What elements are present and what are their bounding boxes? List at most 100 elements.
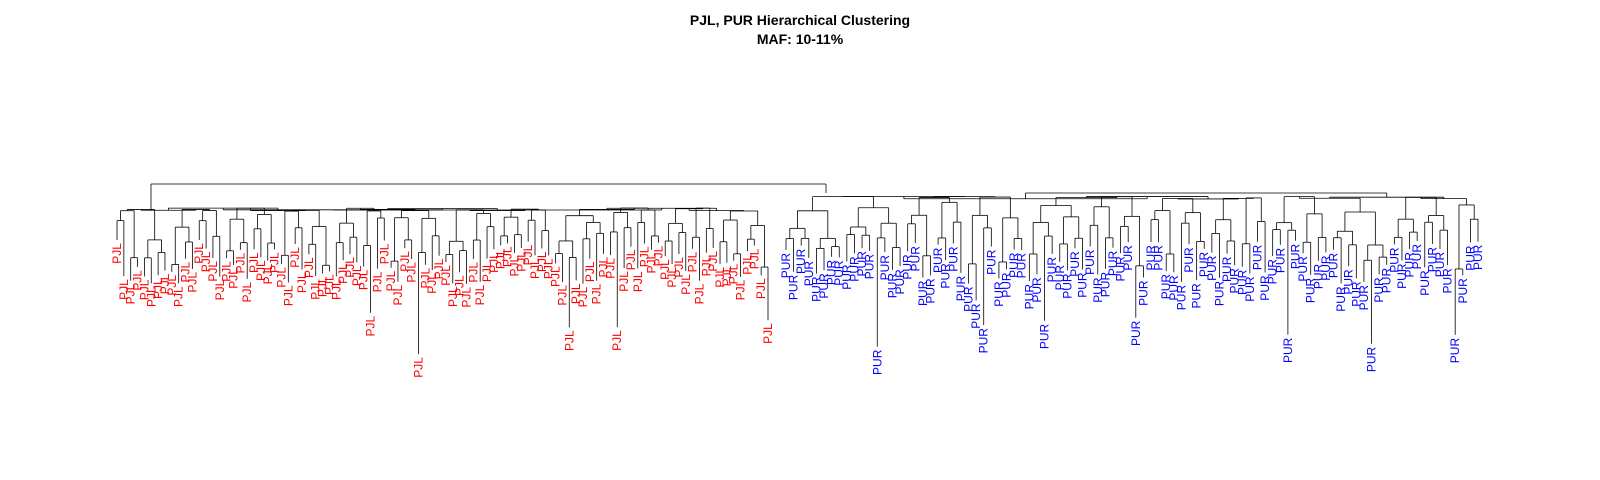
leaf-label-pur: PUR bbox=[863, 254, 877, 280]
leaf-label-pjl: PJL bbox=[610, 330, 624, 351]
leaf-label-pjl: PJL bbox=[569, 283, 583, 304]
leaf-label-pjl: PJL bbox=[521, 244, 535, 265]
leaf-label-pjl: PJL bbox=[638, 246, 652, 267]
leaf-label-pur: PUR bbox=[946, 246, 960, 272]
leaf-label-pjl: PJL bbox=[412, 357, 426, 378]
leaf-label-pur: PUR bbox=[1197, 252, 1211, 278]
leaf-label-pjl: PJL bbox=[144, 286, 158, 307]
leaf-label-pjl: PJL bbox=[535, 251, 549, 272]
leaf-label-pur: PUR bbox=[1448, 338, 1462, 364]
leaf-label-pur: PUR bbox=[847, 256, 861, 282]
leaf-label-pjl: PJL bbox=[734, 279, 748, 300]
leaf-label-pjl: PJL bbox=[295, 272, 309, 293]
leaf-label-pur: PUR bbox=[1129, 320, 1143, 346]
leaf-label-pjl: PJL bbox=[720, 265, 734, 286]
leaf-label-pjl: PJL bbox=[740, 254, 754, 275]
leaf-label-pjl: PJL bbox=[542, 258, 556, 279]
leaf-label-pjl: PJL bbox=[213, 279, 227, 300]
leaf-label-pur: PUR bbox=[1091, 277, 1105, 303]
leaf-label-pur: PUR bbox=[908, 246, 922, 272]
leaf-label-pjl: PJL bbox=[281, 285, 295, 306]
leaf-label-pjl: PJL bbox=[343, 257, 357, 278]
leaf-label-pjl: PJL bbox=[364, 315, 378, 336]
leaf-label-pjl: PJL bbox=[549, 266, 563, 287]
chart-title: PJL, PUR Hierarchical Clustering bbox=[689, 12, 911, 28]
leaf-label-pur: PUR bbox=[1349, 281, 1363, 307]
leaf-label-pur: PUR bbox=[1304, 277, 1318, 303]
leaf-label-pjl: PJL bbox=[617, 271, 631, 292]
chart-subtitle: MAF: 10-11% bbox=[756, 31, 844, 47]
leaf-label-pur: PUR bbox=[1288, 243, 1302, 269]
leaf-label-pur: PUR bbox=[817, 273, 831, 299]
leaf-label-pur: PUR bbox=[1311, 263, 1325, 289]
leaf-label-pur: PUR bbox=[802, 261, 816, 287]
leaf-label-pjl: PJL bbox=[645, 252, 659, 273]
leaf-label-pur: PUR bbox=[1220, 256, 1234, 282]
leaf-label-pur: PUR bbox=[977, 328, 991, 354]
leaf-label-pur: PUR bbox=[1441, 268, 1455, 294]
leaf-label-pur: PUR bbox=[916, 280, 930, 306]
leaf-label-pur: PUR bbox=[1410, 244, 1424, 270]
leaf-label-pjl: PJL bbox=[322, 274, 336, 295]
leaf-label-pur: PUR bbox=[1212, 280, 1226, 306]
leaf-label-pur: PUR bbox=[893, 269, 907, 295]
leaf-label-pur: PUR bbox=[878, 255, 892, 281]
leaf-label-pjl: PJL bbox=[288, 247, 302, 268]
dendrogram-leaf-labels: PJLPJLPJLPJLPJLPJLPJLPJLPJLPJLPJLPJLPJLP… bbox=[110, 243, 1485, 378]
leaf-label-pur: PUR bbox=[1076, 272, 1090, 298]
leaf-label-pjl: PJL bbox=[316, 276, 330, 297]
leaf-label-pjl: PJL bbox=[158, 273, 172, 294]
leaf-label-pur: PUR bbox=[969, 303, 983, 329]
leaf-label-pur: PUR bbox=[1152, 245, 1166, 271]
leaf-label-pur: PUR bbox=[1357, 285, 1371, 311]
leaf-label-pur: PUR bbox=[1190, 283, 1204, 309]
leaf-label-pur: PUR bbox=[1327, 252, 1341, 278]
leaf-label-pur: PUR bbox=[1228, 268, 1242, 294]
leaf-label-pjl: PJL bbox=[679, 274, 693, 295]
leaf-label-pjl: PJL bbox=[151, 278, 165, 299]
leaf-label-pjl: PJL bbox=[494, 248, 508, 269]
leaf-label-pur: PUR bbox=[1387, 247, 1401, 273]
leaf-label-pjl: PJL bbox=[179, 261, 193, 282]
leaf-label-pur: PUR bbox=[1471, 244, 1485, 270]
leaf-label-pjl: PJL bbox=[261, 263, 275, 284]
leaf-label-pjl: PJL bbox=[480, 261, 494, 282]
leaf-label-pur: PUR bbox=[1038, 323, 1052, 349]
leaf-label-pur: PUR bbox=[779, 253, 793, 279]
leaf-label-pjl: PJL bbox=[192, 243, 206, 264]
leaf-label-pjl: PJL bbox=[274, 267, 288, 288]
leaf-label-pur: PUR bbox=[931, 247, 945, 273]
leaf-label-pur: PUR bbox=[1342, 269, 1356, 295]
leaf-label-pjl: PJL bbox=[624, 249, 638, 270]
leaf-label-pur: PUR bbox=[1030, 277, 1044, 303]
leaf-label-pur: PUR bbox=[885, 273, 899, 299]
leaf-label-pjl: PJL bbox=[117, 279, 131, 300]
leaf-label-pjl: PJL bbox=[501, 246, 515, 267]
leaf-label-pjl: PJL bbox=[199, 251, 213, 272]
leaf-label-pjl: PJL bbox=[391, 284, 405, 305]
leaf-label-pjl: PJL bbox=[226, 268, 240, 289]
leaf-label-pur: PUR bbox=[1258, 275, 1272, 301]
leaf-label-pur: PUR bbox=[1380, 268, 1394, 294]
leaf-label-pjl: PJL bbox=[336, 263, 350, 284]
leaf-label-pjl: PJL bbox=[453, 275, 467, 296]
leaf-label-pjl: PJL bbox=[562, 330, 576, 351]
leaf-label-pjl: PJL bbox=[302, 257, 316, 278]
leaf-label-pjl: PJL bbox=[665, 267, 679, 288]
leaf-label-pjl: PJL bbox=[686, 251, 700, 272]
leaf-label-pur: PUR bbox=[1015, 253, 1029, 279]
leaf-label-pur: PUR bbox=[1174, 285, 1188, 311]
leaf-label-pur: PUR bbox=[1053, 265, 1067, 291]
leaf-label-pur: PUR bbox=[1022, 284, 1036, 310]
leaf-label-pjl: PJL bbox=[672, 257, 686, 278]
leaf-label-pjl: PJL bbox=[268, 252, 282, 273]
leaf-label-pjl: PJL bbox=[357, 269, 371, 290]
leaf-label-pur: PUR bbox=[1372, 277, 1386, 303]
leaf-label-pjl: PJL bbox=[658, 259, 672, 280]
dendrogram-branches bbox=[116, 183, 1479, 355]
leaf-label-pjl: PJL bbox=[439, 265, 453, 286]
leaf-label-pjl: PJL bbox=[487, 252, 501, 273]
leaf-label-pjl: PJL bbox=[233, 253, 247, 274]
leaf-label-pjl: PJL bbox=[240, 282, 254, 303]
